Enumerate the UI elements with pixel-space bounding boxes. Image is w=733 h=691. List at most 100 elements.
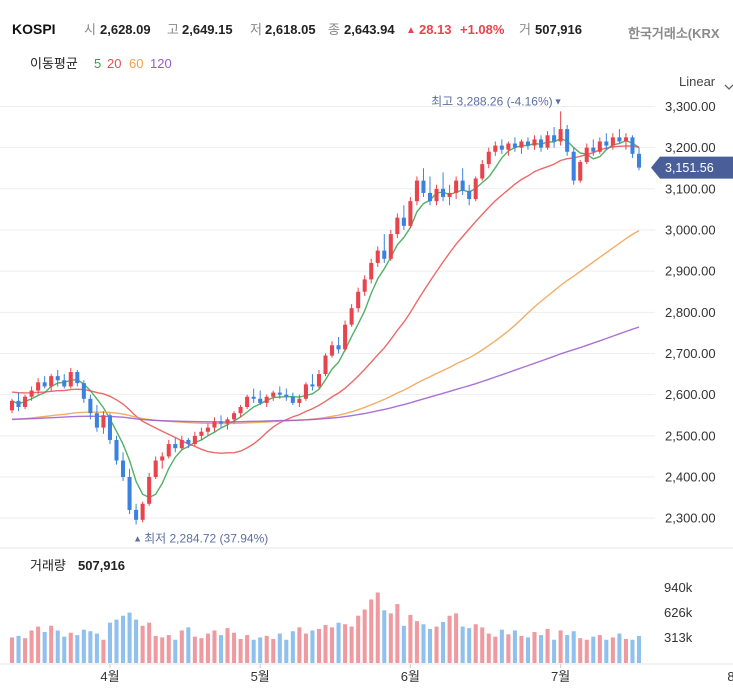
change-value: 28.13 [419, 22, 452, 37]
candle-body [173, 444, 178, 449]
candle-body [271, 392, 276, 397]
price-header: KOSPI 시 2,628.09 고 2,649.15 저 2,618.05 종… [12, 21, 720, 41]
candle-body [166, 444, 171, 457]
volume-bar [134, 619, 139, 663]
volume-bar [408, 614, 413, 663]
volume-bar [382, 610, 387, 663]
volume-bar [290, 631, 295, 663]
candle-body [199, 431, 204, 436]
volume-bar [571, 631, 576, 663]
candle-body [460, 180, 465, 191]
volume-bar [369, 599, 374, 663]
volume-bar [323, 625, 328, 663]
candle-body [382, 250, 387, 259]
volume-bar [284, 639, 289, 663]
volume-bar [591, 636, 596, 663]
candle-body [552, 135, 557, 142]
volume-bar [401, 625, 406, 663]
candle-body [290, 396, 295, 403]
open-label: 시 [84, 22, 96, 37]
low-marker-icon: ▲ [133, 533, 142, 543]
current-price-tag: 3,151.56 [651, 156, 733, 179]
candle-body [571, 151, 576, 181]
scale-toggle[interactable]: Linear [679, 74, 733, 90]
volume-tick-626k: 626k [664, 605, 693, 620]
volume-bar [251, 639, 256, 663]
volume-bar [271, 638, 276, 663]
ma-legend-5: 5 [94, 56, 101, 71]
price-tick-label: 2,600.00 [665, 387, 716, 402]
candle-body [454, 180, 459, 193]
volume-bar [153, 635, 158, 663]
volume-bar [636, 635, 642, 663]
scale-toggle-label[interactable]: Linear [679, 74, 716, 89]
volume-value: 507,916 [535, 22, 582, 37]
candle-body [532, 139, 537, 146]
volume-bar [9, 637, 15, 663]
current-price-label: 3,151.56 [665, 161, 714, 175]
volume-label: 거 [519, 22, 531, 37]
month-tick-label: 4월 [100, 669, 119, 684]
candle-body [401, 217, 406, 226]
candle-body [388, 234, 393, 259]
candle-body [336, 345, 341, 350]
candle-body [421, 180, 426, 193]
candle-body [62, 380, 67, 387]
candle-body [623, 137, 628, 142]
volume-bar [447, 615, 452, 663]
volume-bar [258, 637, 263, 663]
month-tick-label: 5월 [251, 669, 270, 684]
candle-body [427, 192, 433, 202]
volume-bar [427, 628, 433, 663]
low-label: 저 [250, 22, 262, 37]
change-percent: +1.08% [460, 22, 505, 37]
candle-body [251, 396, 256, 399]
volume-bar [532, 632, 537, 663]
candles [9, 111, 642, 525]
open-value: 2,628.09 [100, 22, 151, 37]
ma-legend-20: 20 [107, 56, 121, 71]
candle-body [323, 355, 328, 375]
volume-bar [349, 626, 354, 663]
volume-bar [94, 633, 99, 663]
candle-body [186, 439, 191, 445]
candle-body [362, 279, 367, 292]
volume-bar [166, 635, 171, 663]
volume-bar [179, 630, 184, 663]
candle-body [493, 145, 498, 152]
chevron-down-icon[interactable] [724, 84, 733, 90]
low-value: 2,618.05 [265, 22, 316, 37]
volume-bar [630, 639, 635, 663]
ma-line-20 [11, 145, 640, 454]
candle-body [121, 460, 126, 478]
price-tick-label: 3,000.00 [665, 222, 716, 237]
candle-body [525, 141, 530, 146]
candle-body [486, 151, 491, 165]
volume-bar [205, 633, 210, 663]
candle-body [467, 190, 472, 200]
volume-bar [454, 613, 459, 663]
candle-body [81, 383, 86, 399]
candle-body [9, 400, 15, 411]
volume-bar [310, 630, 315, 663]
volume-bar [512, 630, 517, 663]
volume-tick-940k: 940k [664, 580, 693, 595]
volume-bar [55, 630, 60, 663]
candle-body [414, 180, 419, 202]
candle-body [434, 188, 439, 202]
volume-bar [245, 635, 250, 663]
candle-body [245, 396, 250, 408]
candle-body [343, 324, 348, 350]
price-tick-label: 2,300.00 [665, 511, 716, 526]
candle-body [297, 398, 302, 403]
candle-body [205, 427, 210, 432]
price-tick-label: 2,700.00 [665, 346, 716, 361]
volume-bar [375, 592, 380, 663]
volume-bar [499, 629, 504, 663]
high-label: 고 [167, 22, 179, 37]
candle-body [604, 141, 609, 146]
close-label: 종 [328, 22, 340, 37]
volume-bar [277, 633, 282, 663]
